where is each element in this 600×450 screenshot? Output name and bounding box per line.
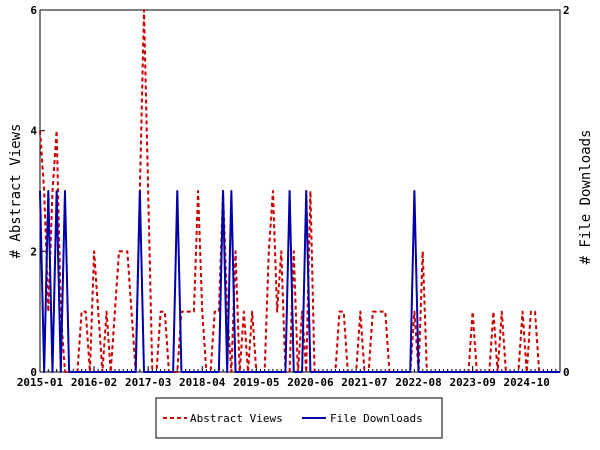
y-right-axis-label: # File Downloads <box>578 130 594 265</box>
series-line-file-downloads <box>39 190 560 373</box>
y-left-tick-label: 6 <box>30 4 37 17</box>
x-tick-label: 2017-03 <box>125 376 171 389</box>
x-tick-labels: 2015-01 2016-02 2017-03 2018-04 2019-05 2020-… <box>17 366 550 389</box>
y-left-tick-label: 0 <box>30 366 37 379</box>
plot-area <box>39 9 561 373</box>
series-line-abstract-views <box>39 9 560 373</box>
x-tick-label: 2021-07 <box>341 376 387 389</box>
y-left-axis-label: # Abstract Views <box>8 124 24 259</box>
y-right-tick-label: 2 <box>563 4 570 17</box>
legend-label-abstract-views: Abstract Views <box>190 412 283 425</box>
legend: Abstract Views File Downloads <box>155 397 443 439</box>
y-right-tick-label: 0 <box>563 366 570 379</box>
x-tick-label: 2023-09 <box>449 376 495 389</box>
x-tick-label: 2018-04 <box>179 376 226 389</box>
legend-box <box>155 397 443 439</box>
x-tick-label: 2020-06 <box>287 376 334 389</box>
legend-label-file-downloads: File Downloads <box>330 412 423 425</box>
y-left-tick-label: 2 <box>30 245 37 258</box>
x-tick-label: 2015-01 <box>17 376 64 389</box>
x-tick-label: 2022-08 <box>395 376 441 389</box>
x-tick-label: 2016-02 <box>71 376 117 389</box>
y-left-tick-label: 4 <box>30 125 37 138</box>
x-tick-label: 2019-05 <box>233 376 279 389</box>
x-tick-label: 2024-10 <box>504 376 550 389</box>
series-layer <box>39 9 560 373</box>
